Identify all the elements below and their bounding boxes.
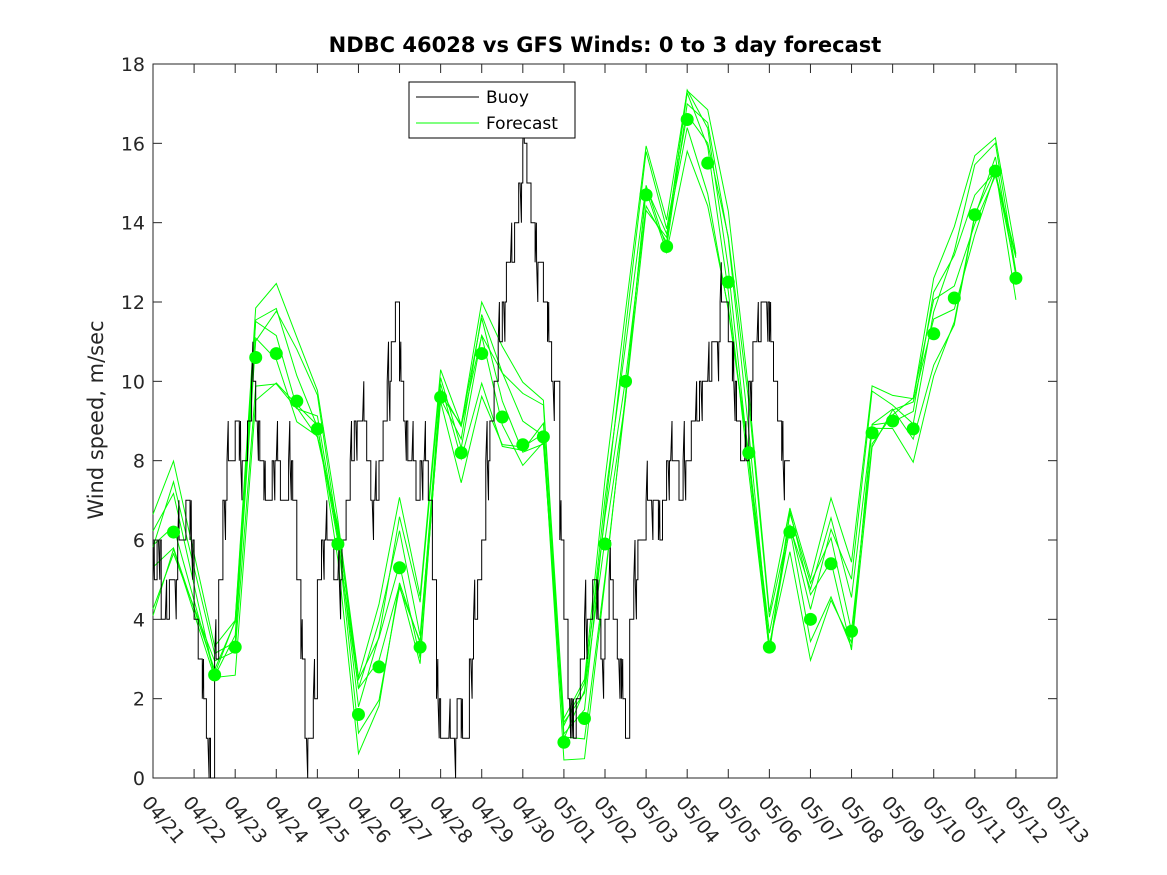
forecast-point [557, 735, 571, 749]
forecast-point [680, 113, 694, 127]
forecast-point [927, 327, 941, 341]
forecast-series-line [152, 113, 1017, 736]
y-tick-label: 2 [133, 689, 145, 711]
x-tick-label: 05/10 [918, 792, 970, 848]
forecast-point [208, 668, 222, 682]
forecast-point [803, 612, 817, 626]
y-axis-ticks: 0 2 4 6 8 10 12 14 16 18 [121, 54, 1057, 790]
forecast-point [372, 660, 386, 674]
y-tick-label: 14 [121, 213, 145, 235]
legend-box [408, 81, 576, 139]
forecast-point [249, 351, 263, 365]
forecast-point [1009, 271, 1023, 285]
x-tick-label: 05/04 [671, 792, 723, 848]
x-tick-label: 04/24 [260, 792, 312, 848]
x-tick-label: 05/09 [877, 792, 929, 848]
forecast-point [721, 275, 735, 289]
forecast-markers [167, 113, 1023, 749]
y-tick-label: 10 [121, 371, 145, 393]
x-tick-label: 05/05 [712, 792, 764, 848]
x-tick-label: 05/12 [1000, 792, 1052, 848]
forecast-point [886, 414, 900, 428]
forecast-point [639, 188, 653, 202]
x-tick-label: 04/21 [137, 792, 189, 848]
x-tick-label: 04/27 [384, 792, 436, 848]
x-tick-label: 04/29 [466, 792, 518, 848]
y-axis-label: Wind speed, m/sec [84, 320, 108, 519]
y-tick-label: 16 [121, 133, 145, 155]
forecast-point [495, 410, 509, 424]
x-tick-label: 04/22 [178, 792, 230, 848]
forecast-point [516, 438, 530, 452]
legend: Buoy Forecast [408, 81, 576, 139]
forecast-point [536, 430, 550, 444]
x-tick-label: 04/30 [507, 792, 559, 848]
x-tick-label: 05/07 [795, 792, 847, 848]
forecast-point [824, 557, 838, 571]
x-tick-label: 05/06 [754, 792, 806, 848]
y-tick-label: 0 [133, 768, 145, 790]
buoy-series-line [152, 103, 790, 779]
plot-frame [152, 63, 1058, 779]
x-tick-label: 04/28 [425, 792, 477, 848]
forecast-point [660, 239, 674, 253]
x-tick-label: 05/02 [589, 792, 641, 848]
forecast-point [598, 537, 612, 551]
forecast-point [701, 156, 715, 170]
x-tick-label: 05/03 [630, 792, 682, 848]
buoy-line [152, 103, 790, 779]
x-tick-label: 04/25 [302, 792, 354, 848]
forecast-point [413, 640, 427, 654]
forecast-point [228, 640, 242, 654]
legend-forecast-label: Forecast [486, 114, 558, 134]
forecast-point [762, 640, 776, 654]
forecast-point [577, 712, 591, 725]
x-tick-label: 04/23 [219, 792, 271, 848]
forecast-point [393, 561, 407, 575]
forecast-point [290, 394, 304, 408]
y-tick-label: 12 [121, 292, 145, 314]
forecast-point [865, 426, 879, 440]
forecast-point [310, 422, 324, 436]
forecast-point [475, 347, 489, 361]
forecast-point [742, 446, 756, 460]
forecast-point [269, 347, 283, 361]
y-tick-label: 6 [133, 530, 145, 552]
x-tick-label: 05/08 [836, 792, 888, 848]
forecast-point [434, 390, 448, 404]
forecast-point [331, 537, 345, 551]
x-tick-label: 05/11 [959, 792, 1011, 848]
forecast-series-line [152, 102, 1017, 739]
y-tick-label: 8 [133, 451, 145, 473]
forecast-point [906, 422, 920, 436]
legend-buoy-label: Buoy [486, 88, 529, 108]
forecast-point [947, 291, 961, 305]
forecast-point [454, 446, 468, 460]
forecast-point [167, 525, 181, 539]
forecast-point [968, 208, 982, 222]
forecast-point [988, 164, 1002, 178]
forecast-point [783, 525, 797, 539]
forecast-point [351, 708, 365, 722]
forecast-series-line [152, 127, 1017, 740]
chart-title: NDBC 46028 vs GFS Winds: 0 to 3 day fore… [329, 33, 882, 57]
x-tick-label: 05/13 [1041, 792, 1093, 848]
forecast-point [619, 374, 633, 388]
forecast-point [845, 624, 859, 638]
y-tick-label: 18 [121, 54, 145, 76]
y-tick-label: 4 [133, 609, 145, 631]
x-tick-label: 04/26 [343, 792, 395, 848]
x-tick-label: 05/01 [548, 792, 600, 848]
